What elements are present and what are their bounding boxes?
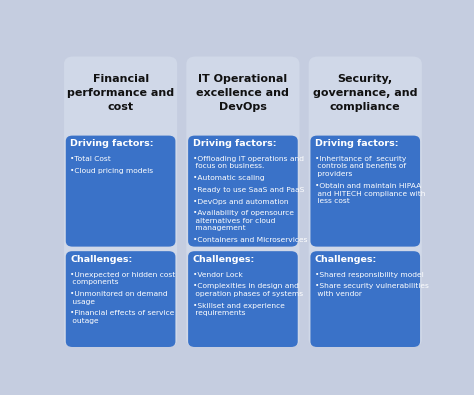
Text: •Complexities in design and
 operation phases of systems: •Complexities in design and operation ph…	[192, 283, 303, 297]
Text: •Automatic scaling: •Automatic scaling	[192, 175, 264, 181]
FancyBboxPatch shape	[64, 56, 177, 347]
Text: Challenges:: Challenges:	[315, 255, 377, 264]
Text: Driving factors:: Driving factors:	[315, 139, 398, 148]
Text: •Inheritance of  security
 controls and benefits of
 providers: •Inheritance of security controls and be…	[315, 156, 406, 177]
Text: •Shared responsibility model: •Shared responsibility model	[315, 271, 424, 278]
Text: Financial
performance and
cost: Financial performance and cost	[67, 74, 174, 112]
FancyBboxPatch shape	[310, 135, 420, 246]
Text: Driving factors:: Driving factors:	[70, 139, 154, 148]
Text: •Offloading IT operations and
 focus on business.: •Offloading IT operations and focus on b…	[192, 156, 303, 169]
Text: Security,
governance, and
compliance: Security, governance, and compliance	[313, 74, 418, 112]
Text: •Cloud pricing models: •Cloud pricing models	[70, 167, 153, 173]
FancyBboxPatch shape	[188, 251, 298, 347]
Text: •Unmonitored on demand
 usage: •Unmonitored on demand usage	[70, 291, 168, 305]
FancyBboxPatch shape	[186, 56, 300, 347]
FancyBboxPatch shape	[66, 135, 175, 246]
Text: •Vendor Lock: •Vendor Lock	[192, 271, 242, 278]
Text: •Ready to use SaaS and PaaS: •Ready to use SaaS and PaaS	[192, 187, 304, 193]
FancyBboxPatch shape	[66, 251, 175, 347]
Text: Challenges:: Challenges:	[192, 255, 255, 264]
Text: Driving factors:: Driving factors:	[192, 139, 276, 148]
Text: •DevOps and automation: •DevOps and automation	[192, 199, 288, 205]
Text: •Availability of opensource
 alternatives for cloud
 management: •Availability of opensource alternatives…	[192, 210, 293, 231]
Text: •Unexpected or hidden cost
 components: •Unexpected or hidden cost components	[70, 271, 175, 285]
FancyBboxPatch shape	[309, 56, 422, 347]
Text: •Containers and Microservices: •Containers and Microservices	[192, 237, 307, 243]
Text: •Financial effects of service
 outage: •Financial effects of service outage	[70, 310, 174, 324]
Text: •Share security vulnerabilities
 with vendor: •Share security vulnerabilities with ven…	[315, 283, 428, 297]
FancyBboxPatch shape	[310, 251, 420, 347]
Text: Challenges:: Challenges:	[70, 255, 132, 264]
Text: IT Operational
excellence and
DevOps: IT Operational excellence and DevOps	[197, 74, 289, 112]
FancyBboxPatch shape	[188, 135, 298, 246]
Text: •Obtain and maintain HIPAA
 and HITECH compliance with
 less cost: •Obtain and maintain HIPAA and HITECH co…	[315, 183, 425, 204]
Text: •Skillset and experience
 requirements: •Skillset and experience requirements	[192, 303, 284, 316]
Text: •Total Cost: •Total Cost	[70, 156, 111, 162]
